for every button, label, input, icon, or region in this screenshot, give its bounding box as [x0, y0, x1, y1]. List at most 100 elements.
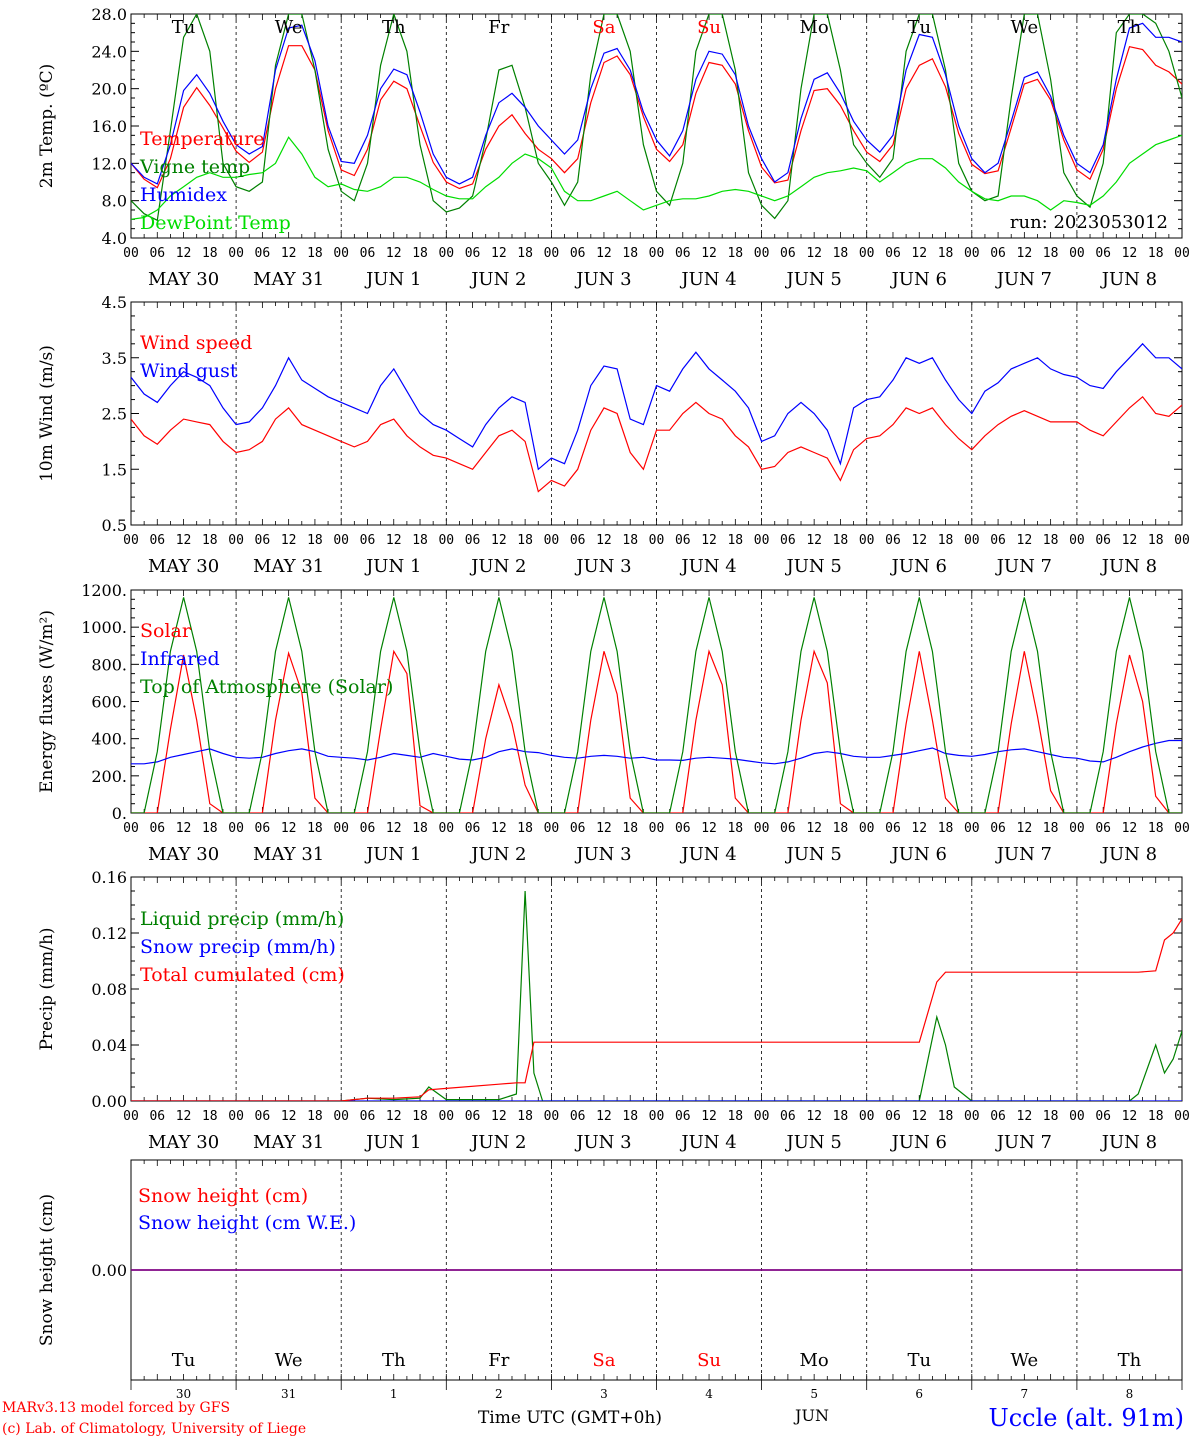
hour-tick-label: 06: [885, 533, 901, 548]
hour-tick-label: 06: [465, 246, 481, 261]
day-number-label: 5: [810, 1387, 818, 1401]
hour-tick-label: 18: [1043, 533, 1059, 548]
y-axis-label: 10m Wind (m/s): [37, 345, 57, 482]
y-tick-label: 0.08: [91, 980, 127, 999]
legend-entry: DewPoint Temp: [140, 212, 291, 234]
weekday-label: Mo: [800, 1350, 829, 1371]
hour-tick-label: 06: [1095, 1109, 1111, 1124]
hour-tick-label: 12: [1122, 533, 1138, 548]
date-label: JUN 6: [890, 1132, 947, 1153]
y-tick-label: 0.04: [91, 1036, 127, 1055]
hour-tick-label: 12: [1122, 821, 1138, 836]
hour-tick-label: 00: [754, 533, 770, 548]
hour-tick-label: 12: [701, 821, 717, 836]
hour-tick-label: 12: [911, 821, 927, 836]
date-label: JUN 4: [679, 269, 736, 290]
hour-tick-label: 00: [1069, 533, 1085, 548]
hour-tick-label: 12: [911, 533, 927, 548]
legend-entry: Snow precip (mm/h): [140, 936, 336, 958]
hour-tick-label: 06: [255, 246, 271, 261]
series-line-infrared: [131, 739, 1182, 765]
hour-tick-label: 12: [911, 246, 927, 261]
y-tick-label: 600.: [91, 693, 127, 712]
y-axis-label: Snow height (cm): [37, 1194, 57, 1346]
date-label: JUN 6: [890, 556, 947, 577]
hour-tick-label: 06: [1095, 821, 1111, 836]
panel-3: 0. 200. 400. 600. 800. 1000. 1200. Energy fluxe…: [37, 581, 1190, 865]
hour-tick-label: 12: [806, 246, 822, 261]
hour-tick-label: 00: [649, 533, 665, 548]
hour-tick-label: 12: [386, 821, 402, 836]
date-label: JUN 8: [1100, 1132, 1157, 1153]
y-tick-label: 8.0: [102, 192, 127, 211]
legend-entry: Liquid precip (mm/h): [140, 908, 344, 930]
weekday-label: Sa: [592, 17, 615, 38]
hour-tick-label: 12: [176, 1109, 192, 1124]
hour-tick-label: 18: [307, 1109, 323, 1124]
hour-tick-label: 12: [176, 246, 192, 261]
hour-tick-label: 06: [360, 821, 376, 836]
hour-tick-label: 06: [675, 533, 691, 548]
day-number-label: 30: [176, 1387, 191, 1401]
series-line-total-cumulated-cm-: [131, 918, 1182, 1101]
hour-tick-label: 00: [1174, 533, 1190, 548]
date-label: JUN 7: [995, 1132, 1052, 1153]
day-number-label: 3: [600, 1387, 608, 1401]
hour-tick-label: 00: [544, 821, 560, 836]
legend-entry: Wind gust: [140, 360, 238, 382]
date-label: JUN 1: [364, 269, 421, 290]
hour-tick-label: 18: [833, 246, 849, 261]
hour-tick-label: 00: [754, 821, 770, 836]
hour-tick-label: 12: [806, 1109, 822, 1124]
date-label: JUN 2: [469, 269, 526, 290]
legend-entry: Vigne temp: [139, 156, 250, 178]
day-number-label: 7: [1021, 1387, 1029, 1401]
hour-tick-label: 06: [255, 533, 271, 548]
date-label: MAY 31: [253, 1132, 324, 1153]
date-label: JUN 3: [574, 844, 631, 865]
date-label: MAY 30: [148, 269, 219, 290]
weekday-label: Th: [382, 17, 406, 38]
series-line-wind-gust: [131, 342, 1182, 471]
hour-tick-label: 06: [149, 821, 165, 836]
series-line-temperature: [131, 45, 1182, 190]
weekday-label: Fr: [488, 1350, 509, 1371]
hour-tick-label: 06: [780, 246, 796, 261]
hour-tick-label: 18: [202, 1109, 218, 1124]
hour-tick-label: 12: [701, 533, 717, 548]
hour-tick-label: 00: [333, 246, 349, 261]
hour-tick-label: 00: [859, 533, 875, 548]
hour-tick-label: 18: [307, 821, 323, 836]
weekday-label: Tu: [907, 1350, 931, 1371]
date-label: JUN 8: [1100, 269, 1157, 290]
y-tick-label: 400.: [91, 730, 127, 749]
date-label: JUN 5: [784, 1132, 841, 1153]
hour-tick-label: 12: [386, 246, 402, 261]
model-credit-line2: (c) Lab. of Climatology, University of L…: [2, 1421, 306, 1437]
legend-entry: Top of Atmosphere (Solar): [140, 676, 393, 698]
hour-tick-label: 06: [675, 246, 691, 261]
hour-tick-label: 12: [386, 1109, 402, 1124]
hour-tick-label: 12: [281, 533, 297, 548]
date-label: JUN 2: [469, 1132, 526, 1153]
date-label: JUN 2: [469, 556, 526, 577]
hour-tick-label: 18: [622, 821, 638, 836]
date-label: JUN 7: [995, 269, 1052, 290]
date-label: JUN 8: [1100, 556, 1157, 577]
date-label: MAY 31: [253, 269, 324, 290]
y-tick-label: 12.0: [91, 154, 127, 173]
hour-tick-label: 00: [228, 821, 244, 836]
y-tick-label: 1000.: [81, 618, 127, 637]
date-label: JUN 5: [784, 269, 841, 290]
hour-tick-label: 00: [964, 246, 980, 261]
hour-tick-label: 00: [649, 821, 665, 836]
weekday-label: Tu: [172, 17, 196, 38]
hour-tick-label: 18: [412, 1109, 428, 1124]
y-tick-label: 4.0: [102, 229, 127, 248]
hour-tick-label: 06: [465, 533, 481, 548]
hour-tick-label: 06: [360, 246, 376, 261]
hour-tick-label: 06: [570, 1109, 586, 1124]
date-label: JUN 1: [364, 556, 421, 577]
hour-tick-label: 06: [570, 821, 586, 836]
date-label: MAY 30: [148, 556, 219, 577]
